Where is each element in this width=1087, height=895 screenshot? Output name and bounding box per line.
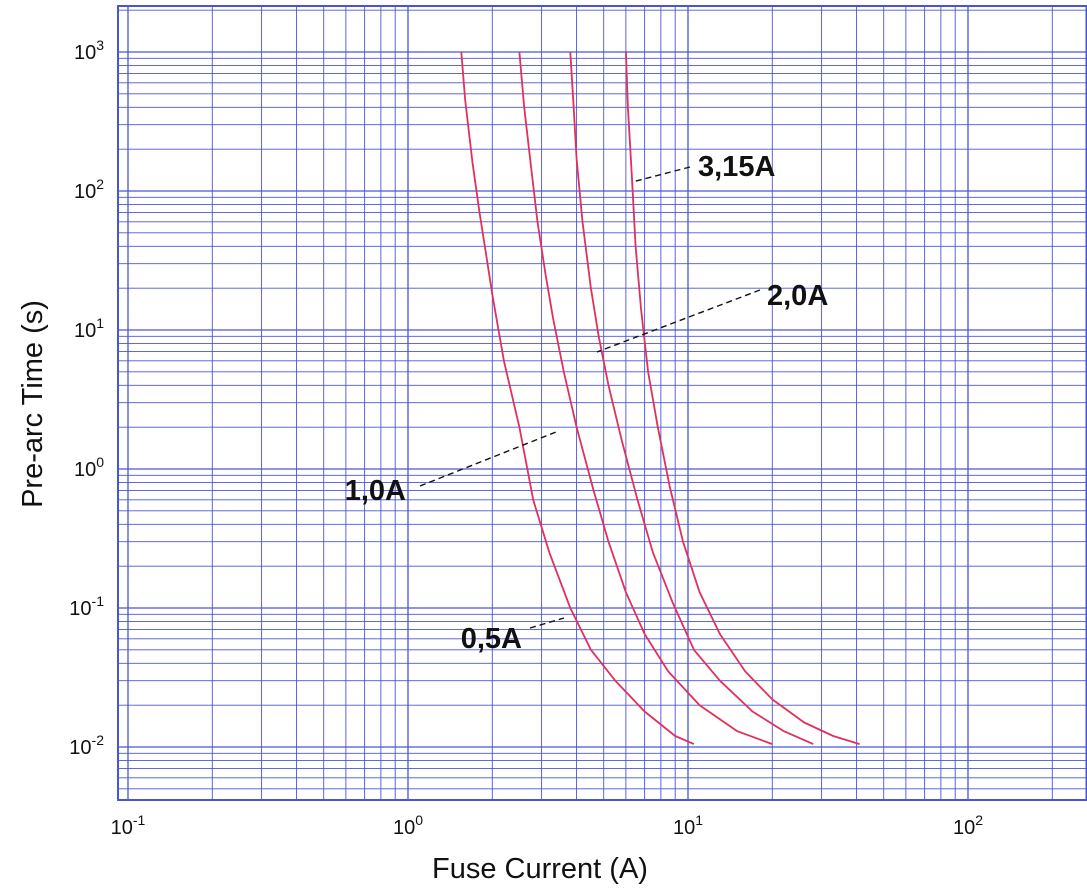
x-tick-label: 102 xyxy=(953,812,983,839)
series-line-2-0a xyxy=(569,51,814,745)
x-tick-label: 10-1 xyxy=(111,812,146,839)
curve-label-1-0a: 1,0A xyxy=(345,475,406,507)
series-line-1-0a xyxy=(518,51,773,745)
curve-label-0-5a: 0,5A xyxy=(461,623,522,655)
y-tick-label: 100 xyxy=(74,454,104,481)
y-axis-label: Pre-arc Time (s) xyxy=(17,300,49,508)
y-tick-label: 101 xyxy=(74,315,104,342)
grid xyxy=(118,6,1087,800)
x-tick-label: 101 xyxy=(673,812,703,839)
y-tick-label: 10-1 xyxy=(69,593,104,620)
y-tick-label: 10-2 xyxy=(69,732,104,759)
y-tick-label: 103 xyxy=(74,37,104,64)
leader-line-2-0a xyxy=(596,289,761,353)
leader-line-0-5a xyxy=(529,617,565,629)
curve-label-2-0a: 2,0A xyxy=(767,280,828,312)
x-axis-label: Fuse Current (A) xyxy=(432,853,648,885)
leader-line-1-0a xyxy=(419,431,557,487)
curves xyxy=(460,51,860,745)
x-tick-labels: 10-1 100 101 102 xyxy=(111,812,984,839)
series-line-3-15a xyxy=(625,51,860,745)
curve-label-3-15a: 3,15A xyxy=(698,151,775,183)
curve-annotations: 3,15A 2,0A 1,0A 0,5A xyxy=(345,151,829,655)
x-tick-label: 100 xyxy=(393,812,423,839)
y-tick-labels: 103 102 101 100 10-1 10-2 xyxy=(69,37,104,759)
series-line-0-5a xyxy=(460,51,695,745)
y-tick-label: 102 xyxy=(74,176,104,203)
